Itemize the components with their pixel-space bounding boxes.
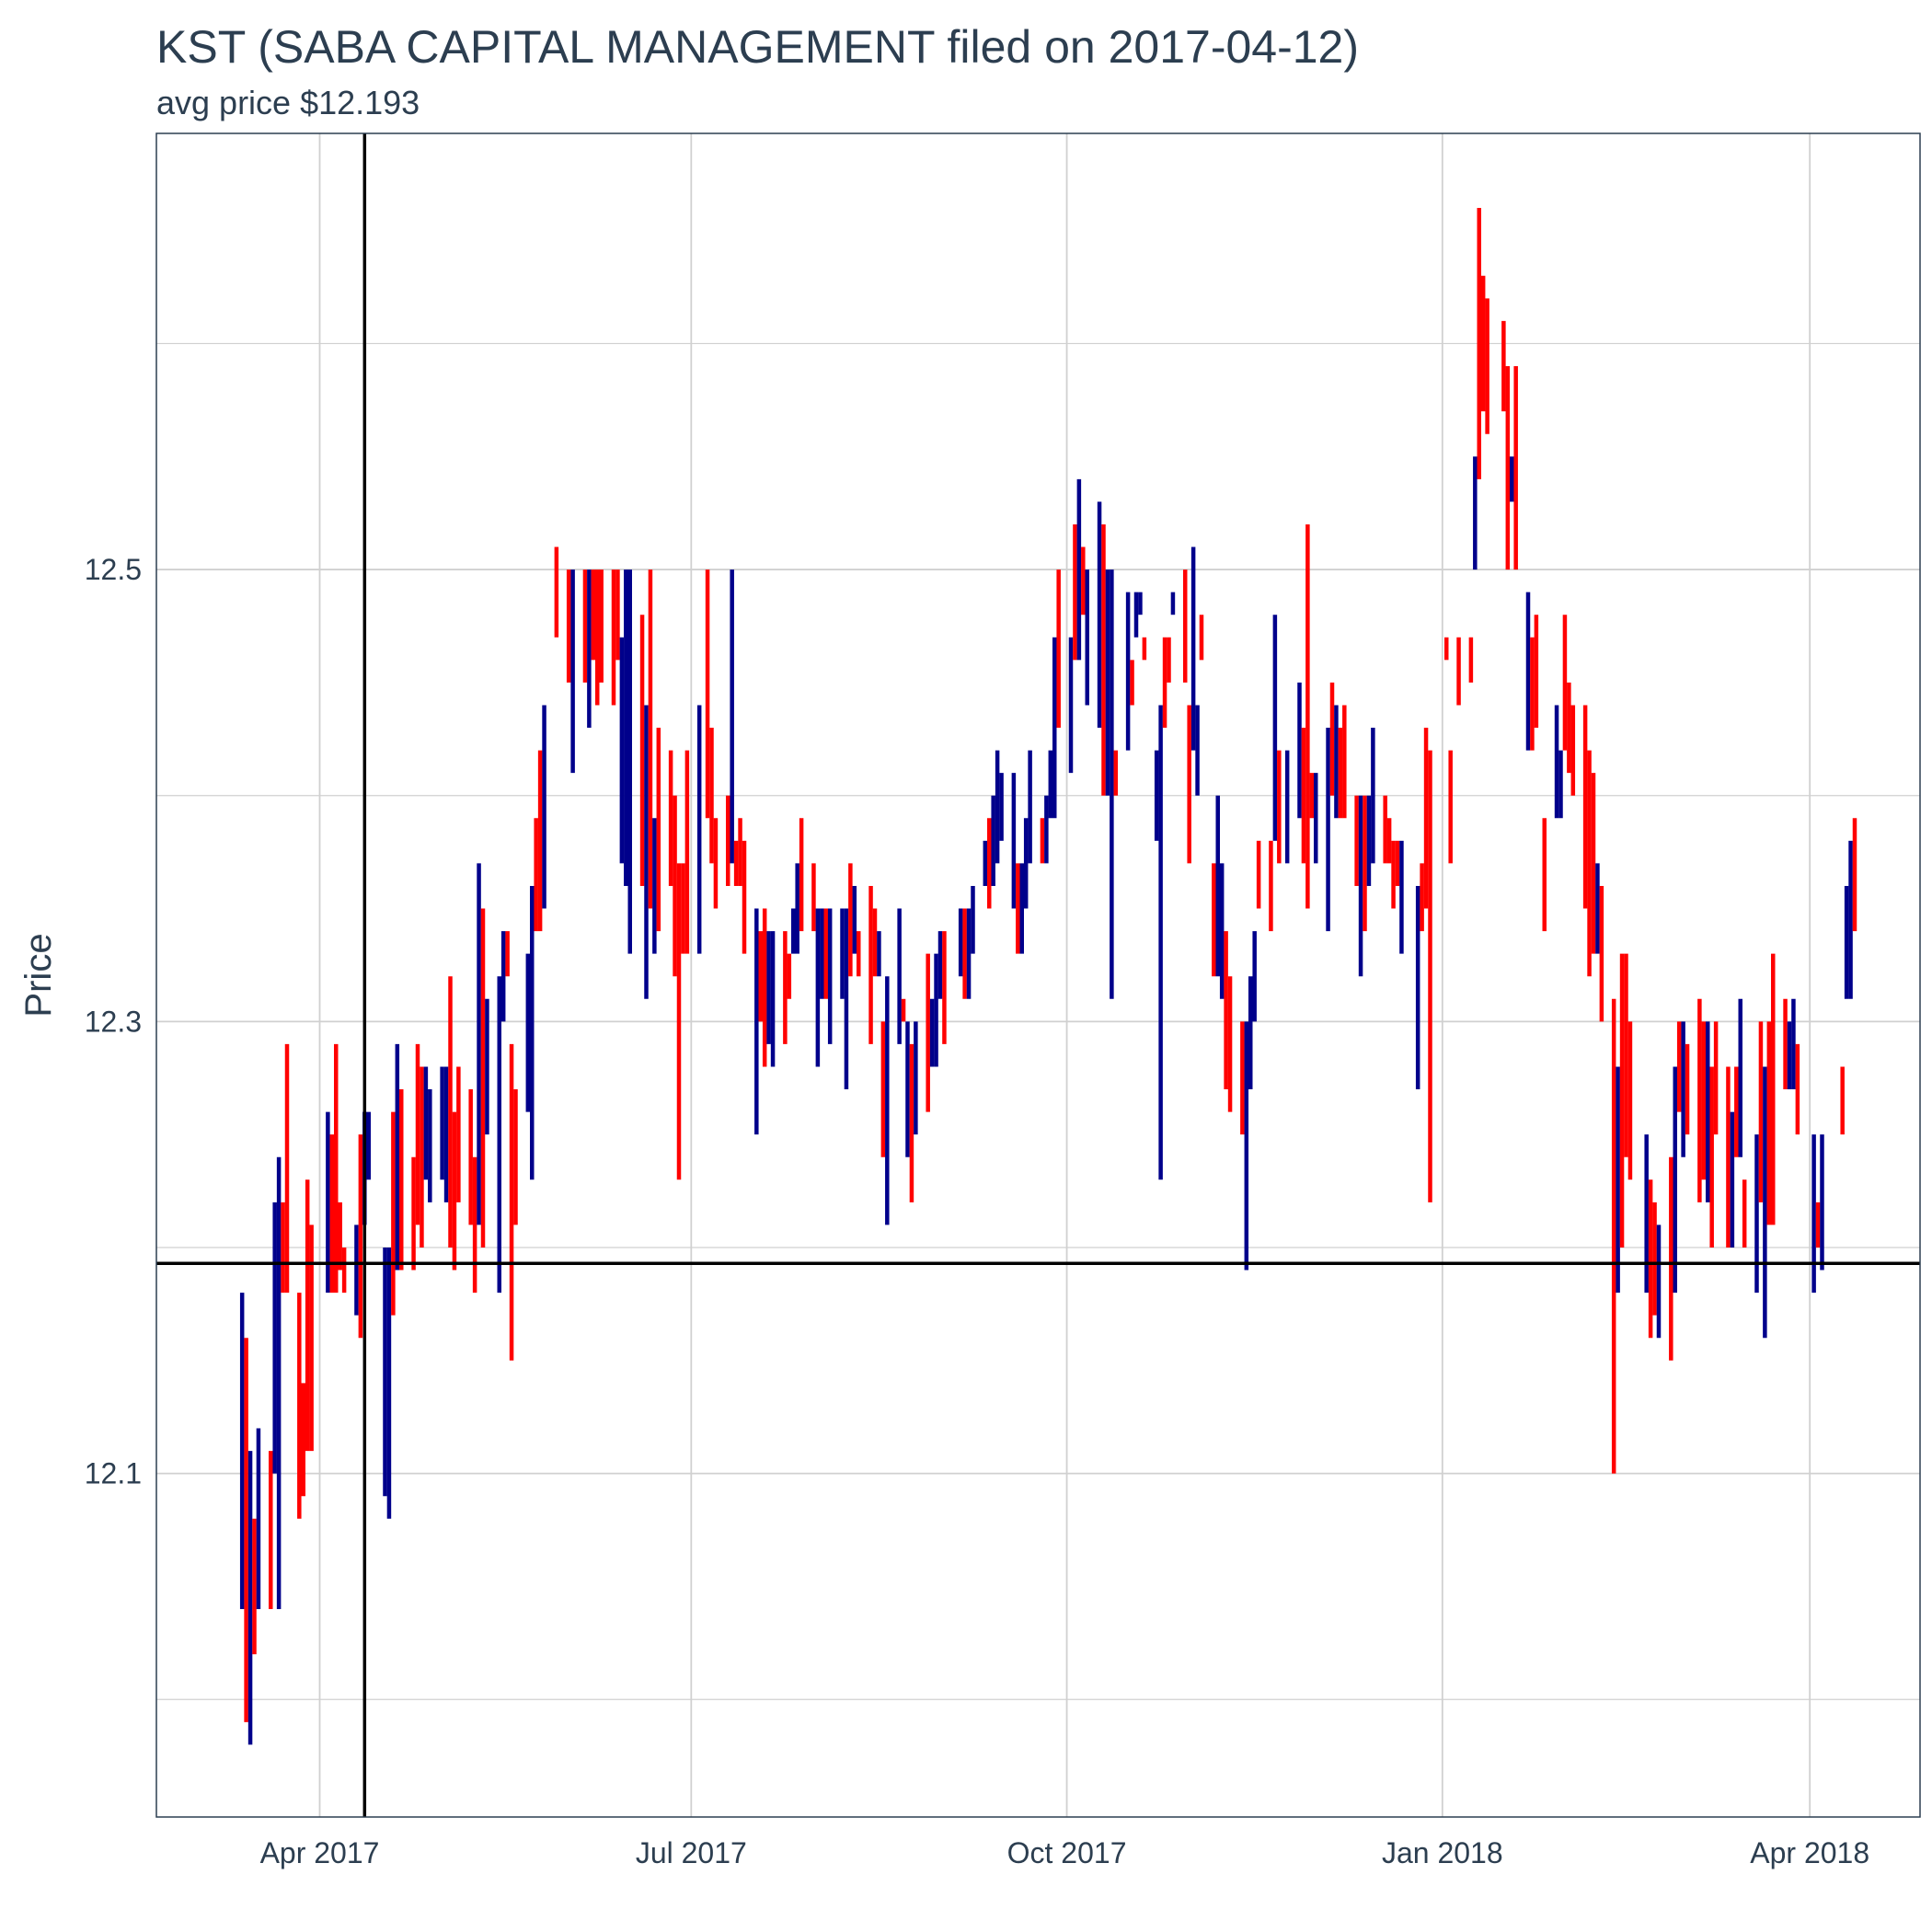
chart-title: KST (SABA CAPITAL MANAGEMENT filed on 20…: [156, 21, 1359, 73]
y-tick-label: 12.1: [85, 1457, 142, 1490]
y-axis-title: Price: [18, 933, 59, 1017]
price-bars: [239, 208, 1857, 1745]
x-tick-label: Jul 2017: [636, 1836, 747, 1869]
y-tick-label: 12.3: [85, 1005, 142, 1038]
chart-subtitle: avg price $12.193: [156, 84, 420, 121]
axes: 12.1 12.3 12.5 Apr 2017 Jul 2017 Oct 2017 Jan …: [85, 553, 1869, 1869]
plot-panel-border: [155, 132, 1921, 1818]
grid-layer: [156, 133, 1920, 1817]
y-tick-label: 12.5: [85, 553, 142, 586]
x-tick-label: Oct 2017: [1007, 1836, 1127, 1869]
x-tick-label: Jan 2018: [1382, 1836, 1503, 1869]
reference-lines: [156, 133, 1920, 1817]
x-tick-label: Apr 2018: [1750, 1836, 1869, 1869]
x-tick-label: Apr 2017: [260, 1836, 380, 1869]
